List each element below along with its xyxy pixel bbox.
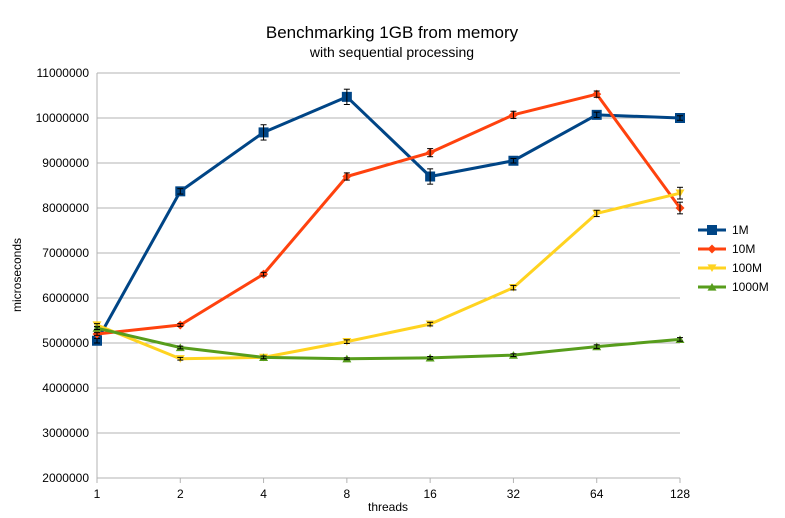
legend-item-10M: 10M [698, 242, 755, 256]
x-axis-label: threads [368, 500, 408, 514]
x-tick-label: 128 [670, 487, 690, 501]
x-tick-label: 16 [423, 487, 437, 501]
error-bar [593, 209, 600, 218]
y-tick-labels: 2000000 3000000 4000000 5000000 6000000 70000… [36, 66, 90, 485]
error-bar [343, 172, 350, 181]
series-10M [92, 89, 685, 339]
error-bar [177, 356, 184, 361]
series-line [96, 191, 681, 361]
legend-item-1M: 1M [698, 223, 749, 237]
error-bar [677, 186, 683, 200]
legend-swatch-marker [707, 225, 717, 235]
series-line [96, 92, 682, 336]
gridlines [97, 72, 680, 479]
x-tick-label: 64 [590, 487, 604, 501]
error-bar [343, 339, 350, 344]
y-axis-label: microseconds [10, 238, 24, 312]
x-tick-labels: 1 2 4 8 16 32 64 128 [94, 487, 691, 501]
error-bar [260, 124, 267, 141]
chart-subtitle: with sequential processing [309, 44, 474, 60]
error-bar [260, 355, 267, 360]
error-bar [677, 115, 683, 121]
series-line [95, 95, 681, 342]
error-bar [510, 158, 517, 164]
y-tick-label: 10000000 [36, 111, 90, 125]
error-bar [677, 337, 683, 342]
legend-swatch-marker [707, 264, 717, 273]
axes [96, 73, 681, 483]
error-bar [427, 148, 434, 158]
error-bar [177, 188, 184, 195]
series-1M [92, 88, 685, 346]
legend-swatch-marker [707, 282, 717, 291]
y-tick-label: 3000000 [42, 426, 89, 440]
y-tick-label: 7000000 [42, 246, 89, 260]
series-1000M [92, 324, 685, 363]
x-tick-label: 2 [177, 487, 184, 501]
error-bar [593, 344, 600, 349]
series-100M [92, 186, 685, 363]
error-bar [177, 345, 184, 350]
error-bar [427, 356, 434, 360]
error-bar [427, 168, 434, 185]
error-bar [343, 357, 350, 361]
error-bar [510, 110, 517, 119]
y-tick-label: 5000000 [42, 336, 89, 350]
error-bar [260, 271, 267, 277]
legend-label: 1M [732, 223, 749, 237]
series-layer [92, 88, 685, 363]
error-bar [510, 284, 517, 291]
x-tick-label: 1 [94, 487, 101, 501]
error-bar [677, 201, 683, 215]
y-tick-label: 9000000 [42, 156, 89, 170]
y-tick-label: 2000000 [42, 471, 89, 485]
error-bar [593, 111, 600, 119]
legend: 1M 10M 100M 1000M [698, 223, 769, 294]
y-tick-label: 6000000 [42, 291, 89, 305]
legend-label: 1000M [732, 280, 769, 294]
series-line [96, 326, 681, 361]
error-bar [593, 90, 600, 98]
legend-label: 100M [732, 261, 762, 275]
x-tick-label: 32 [507, 487, 521, 501]
legend-item-100M: 100M [698, 261, 762, 275]
error-bar [427, 321, 434, 327]
legend-label: 10M [732, 242, 755, 256]
legend-item-1000M: 1000M [698, 280, 769, 294]
legend-swatch-marker [707, 244, 717, 254]
y-tick-label: 4000000 [42, 381, 89, 395]
y-tick-label: 8000000 [42, 201, 89, 215]
error-bar [177, 323, 184, 327]
y-tick-label: 11000000 [37, 66, 90, 80]
error-bar [94, 332, 100, 336]
x-tick-label: 4 [260, 487, 267, 501]
x-tick-label: 8 [344, 487, 351, 501]
error-bar [343, 88, 350, 105]
chart-title: Benchmarking 1GB from memory [266, 23, 519, 42]
error-bar [94, 326, 100, 330]
error-bar [510, 353, 517, 357]
